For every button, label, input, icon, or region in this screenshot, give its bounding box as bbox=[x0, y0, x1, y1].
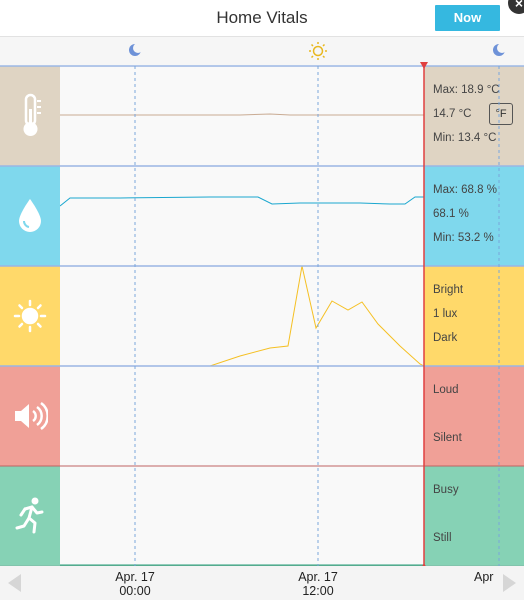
sun-icon bbox=[309, 42, 327, 60]
light-plot[interactable] bbox=[60, 265, 425, 367]
motion-stats: Busy Still bbox=[424, 466, 524, 566]
temperature-plot[interactable] bbox=[60, 66, 424, 166]
speaker-icon bbox=[15, 401, 48, 431]
sound-row: Loud Silent bbox=[0, 366, 524, 466]
light-row: Bright 1 lux Dark bbox=[0, 265, 524, 367]
light-bright-label: Bright bbox=[433, 284, 464, 296]
now-button[interactable]: Now bbox=[435, 5, 500, 31]
motion-busy-label: Busy bbox=[433, 484, 459, 496]
light-current: 1 lux bbox=[433, 308, 458, 320]
light-stats: Bright 1 lux Dark bbox=[424, 266, 524, 366]
tick-label: Apr bbox=[474, 570, 494, 584]
humidity-line bbox=[59, 196, 424, 207]
page-title: Home Vitals bbox=[216, 8, 308, 27]
light-dark-label: Dark bbox=[433, 332, 458, 344]
motion-still-label: Still bbox=[433, 532, 452, 544]
sound-silent-label: Silent bbox=[433, 432, 462, 444]
thermometer-icon bbox=[23, 93, 41, 136]
temperature-line bbox=[60, 113, 424, 116]
tick-label: Apr. 17 00:00 bbox=[115, 570, 155, 598]
moon-icon bbox=[493, 43, 507, 56]
humidity-row: Max: 68.8 % 68.1 % Min: 53.2 % bbox=[0, 166, 524, 266]
sun-icon bbox=[13, 299, 47, 333]
close-button[interactable]: × bbox=[508, 0, 524, 14]
humidity-max: Max: 68.8 % bbox=[433, 184, 497, 196]
tick-label: Apr. 17 12:00 bbox=[298, 570, 338, 598]
water-drop-icon bbox=[19, 199, 41, 232]
sound-loud-label: Loud bbox=[433, 384, 459, 396]
temperature-max: Max: 18.9 °C bbox=[433, 84, 500, 96]
app-header: Home Vitals Now bbox=[0, 0, 524, 37]
humidity-min: Min: 53.2 % bbox=[433, 232, 494, 244]
temperature-row: Max: 18.9 °C 14.7 °C °F Min: 13.4 °C bbox=[0, 66, 524, 166]
humidity-current: 68.1 % bbox=[433, 208, 469, 220]
temperature-min: Min: 13.4 °C bbox=[433, 132, 497, 144]
sound-plot[interactable] bbox=[60, 366, 424, 466]
temperature-stats: Max: 18.9 °C 14.7 °C °F Min: 13.4 °C bbox=[424, 66, 524, 166]
humidity-stats: Max: 68.8 % 68.1 % Min: 53.2 % bbox=[424, 166, 524, 266]
light-line bbox=[60, 265, 425, 367]
scroll-right-arrow-icon[interactable] bbox=[497, 571, 521, 595]
motion-row: Busy Still bbox=[0, 466, 524, 566]
moon-icon bbox=[129, 43, 143, 56]
scroll-left-arrow-icon[interactable] bbox=[3, 571, 27, 595]
motion-plot[interactable] bbox=[60, 466, 424, 566]
day-night-bar bbox=[0, 37, 524, 65]
sound-stats: Loud Silent bbox=[424, 366, 524, 466]
running-person-icon bbox=[15, 497, 44, 534]
temperature-current: 14.7 °C bbox=[433, 108, 472, 120]
timeline-footer: Apr. 17 00:00 Apr. 17 12:00 Apr bbox=[0, 566, 524, 600]
unit-toggle-button[interactable]: °F bbox=[489, 103, 513, 125]
humidity-plot[interactable] bbox=[59, 166, 424, 266]
